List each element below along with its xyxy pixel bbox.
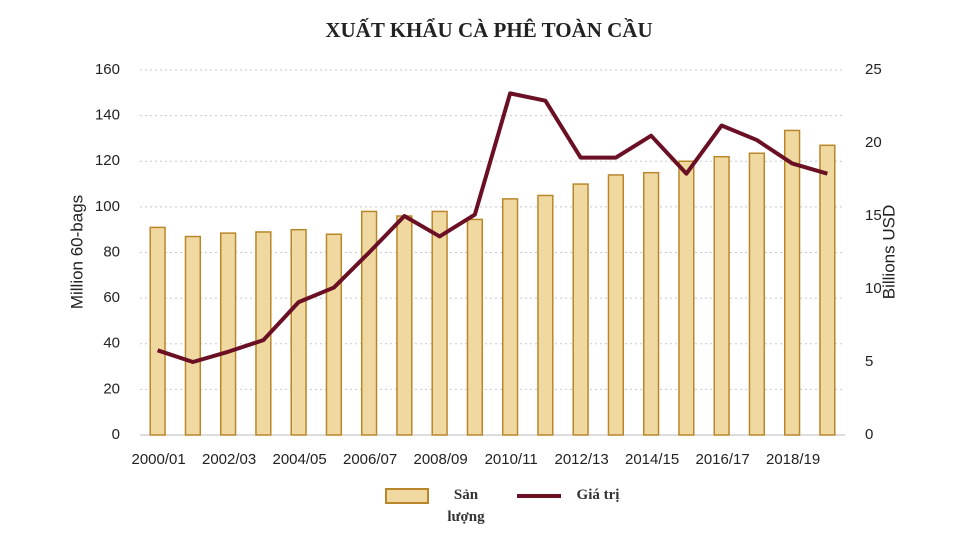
y-tick-label: 80 [103, 243, 120, 260]
bar [466, 218, 484, 436]
bar [572, 183, 589, 436]
bar [219, 232, 237, 436]
bar [396, 215, 413, 436]
bar [748, 152, 766, 436]
bar [607, 174, 625, 436]
y-tick-label: 40 [103, 335, 120, 352]
legend-label: Sản lượng [447, 487, 485, 525]
y-tick-label: 120 [95, 152, 120, 169]
y2-tick-label: 10 [865, 280, 882, 297]
y2-tick-label: 5 [865, 353, 873, 370]
y2-tick-label: 20 [865, 134, 882, 151]
line [156, 91, 828, 364]
x-tick-label: 2014/15 [625, 451, 679, 468]
x-tick-label: 2006/07 [343, 451, 397, 468]
x-tick-label: 2018/19 [766, 451, 820, 468]
chart-title: XUẤT KHẨU CÀ PHÊ TOÀN CẦU [325, 18, 652, 42]
y2-axis-title: Billions USD [879, 205, 898, 299]
y-tick-label: 100 [95, 198, 120, 215]
x-tick-label: 2016/17 [696, 451, 750, 468]
bar [783, 129, 801, 436]
x-tick-label: 2012/13 [555, 451, 609, 468]
bar [290, 228, 307, 436]
legend-item: Giá trị [517, 484, 627, 528]
bar [642, 171, 660, 436]
legend-item: Sản lượng [385, 484, 495, 528]
y-tick-label: 0 [112, 426, 120, 443]
x-tick-label: 2010/11 [485, 451, 538, 468]
bar [819, 144, 836, 436]
x-tick-label: 2000/01 [132, 451, 186, 468]
bar [537, 194, 554, 436]
x-tick-label: 2008/09 [414, 451, 468, 468]
legend-label: Giá trị [576, 487, 620, 503]
bar [713, 155, 730, 436]
y-tick-label: 140 [95, 107, 120, 124]
y-tick-label: 160 [95, 61, 120, 78]
bar [360, 210, 378, 436]
bar [431, 210, 448, 436]
y-tick-label: 60 [103, 289, 120, 306]
y-tick-label: 20 [103, 380, 120, 397]
bar [501, 198, 519, 436]
y2-tick-label: 0 [865, 426, 873, 443]
y2-tick-label: 25 [865, 61, 882, 78]
legend-swatch [385, 488, 429, 504]
bar [678, 160, 695, 436]
bar [325, 233, 343, 436]
bar [149, 226, 166, 436]
legend-swatch [517, 494, 561, 498]
bar [184, 235, 202, 436]
y-axis-title: Million 60-bags [67, 195, 86, 309]
y2-tick-label: 15 [865, 207, 882, 224]
x-tick-label: 2002/03 [202, 451, 256, 468]
chart: XUẤT KHẨU CÀ PHÊ TOÀN CẦU Million 60-bag… [67, 18, 898, 468]
legend: Sản lượng Giá trị [385, 484, 627, 528]
x-tick-label: 2004/05 [273, 451, 327, 468]
